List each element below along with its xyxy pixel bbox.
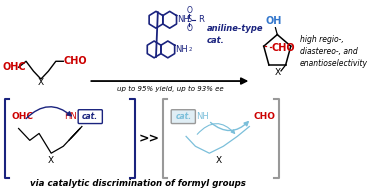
Text: cat.: cat.: [175, 112, 191, 121]
Text: CHO: CHO: [63, 56, 87, 66]
Text: CHO: CHO: [253, 112, 275, 121]
Text: enantioselectivity: enantioselectivity: [300, 59, 368, 68]
Text: HN: HN: [64, 112, 77, 121]
Text: aniline-type
cat.: aniline-type cat.: [206, 24, 263, 45]
Text: O: O: [186, 24, 193, 33]
Text: O: O: [186, 6, 193, 15]
Text: via catalytic discrimination of formyl groups: via catalytic discrimination of formyl g…: [30, 179, 246, 188]
Text: OH: OH: [265, 16, 282, 26]
Text: X: X: [38, 77, 44, 87]
Text: CHO: CHO: [271, 43, 295, 53]
Text: NH: NH: [196, 112, 209, 121]
Text: $_2$: $_2$: [188, 45, 193, 54]
Text: >>: >>: [138, 132, 159, 145]
FancyBboxPatch shape: [78, 110, 102, 124]
Text: X: X: [275, 68, 281, 77]
Text: up to 95% yield, up to 93% ee: up to 95% yield, up to 93% ee: [117, 86, 224, 92]
Text: NH: NH: [177, 15, 190, 24]
Text: R: R: [198, 15, 204, 24]
Text: X: X: [215, 156, 222, 165]
Text: diastereo-, and: diastereo-, and: [300, 47, 357, 56]
Text: OHC: OHC: [3, 62, 26, 72]
FancyBboxPatch shape: [171, 110, 196, 124]
Text: cat.: cat.: [82, 112, 98, 121]
Text: high regio-,: high regio-,: [300, 35, 343, 44]
Text: OHC: OHC: [11, 112, 33, 121]
Text: S: S: [187, 15, 192, 24]
Text: NH: NH: [176, 45, 188, 54]
Text: X: X: [48, 156, 54, 165]
